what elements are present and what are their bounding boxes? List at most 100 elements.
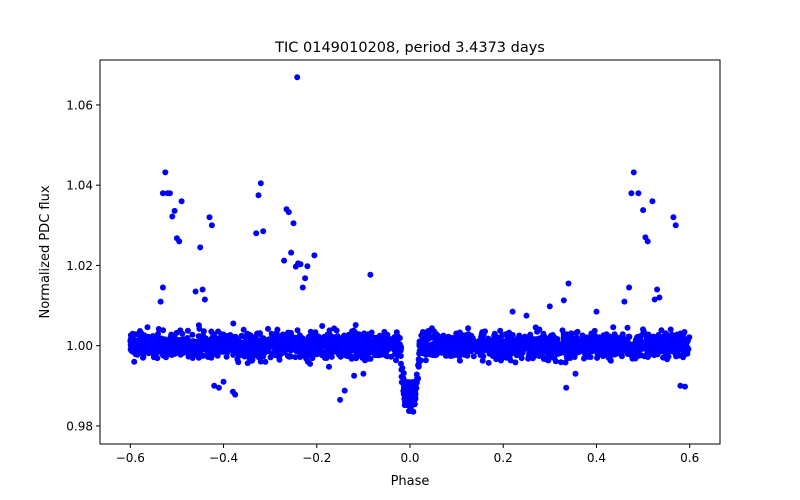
data-point [423,345,430,352]
data-point [299,284,306,291]
data-point [240,326,247,333]
data-point [199,286,206,293]
data-point [429,352,436,358]
data-point [210,345,217,352]
data-point [680,330,687,337]
data-point [455,340,462,347]
x-tick-label: 0.2 [494,451,513,465]
data-point [527,340,533,347]
data-point [456,357,463,364]
data-point [184,327,191,334]
data-point [232,333,239,340]
data-point [373,344,380,351]
data-point [509,308,516,315]
data-point [606,339,613,346]
data-point [141,332,148,339]
data-point [416,341,423,348]
data-point [169,345,176,352]
data-point [259,351,266,358]
x-tick-label: −0.6 [116,451,145,465]
data-point [127,346,134,353]
data-point [379,343,386,349]
data-point [644,238,651,245]
data-point [675,352,682,359]
data-point [206,214,213,221]
data-point [159,190,166,197]
data-point [461,351,468,358]
data-point [670,348,677,355]
data-point [595,340,601,346]
data-point [547,348,553,355]
data-point [299,343,305,350]
data-point [610,324,617,331]
data-point [669,331,675,338]
data-point [297,354,304,360]
data-point [572,370,579,377]
data-point [479,357,486,364]
data-point [467,342,474,349]
data-point [569,335,576,342]
data-point [682,383,688,390]
data-point [677,382,684,389]
data-point [196,341,203,348]
data-point [667,326,674,333]
data-point [336,341,343,348]
data-point [523,312,530,319]
data-point [535,336,542,342]
data-point [581,345,588,352]
data-point [390,343,397,350]
data-point [140,349,147,356]
data-point [169,213,176,220]
data-point [355,343,362,350]
data-point [288,249,295,256]
data-point [527,348,534,355]
data-point [350,327,357,334]
data-point [133,350,140,357]
data-point [507,357,514,364]
data-point [367,344,374,351]
data-point [297,261,304,268]
data-point [672,222,679,229]
data-point [281,349,288,356]
data-point [503,331,510,338]
data-point [431,341,438,347]
data-point [162,169,169,176]
data-point [328,353,335,360]
data-point [637,333,644,339]
data-point [255,192,262,199]
data-point [315,348,322,355]
data-point [196,325,203,332]
data-point [485,359,492,366]
data-point [321,341,328,348]
data-point [529,355,536,362]
data-point [341,387,348,394]
data-point [360,370,367,377]
data-point [562,359,569,366]
data-point [294,327,301,334]
data-point [307,360,314,367]
data-point [311,252,318,259]
data-point [651,296,658,303]
data-point [238,332,245,339]
data-point [232,391,239,398]
data-point [619,333,626,340]
data-point [475,338,482,345]
data-point [421,337,428,344]
y-tick-label: 1.00 [66,339,93,353]
data-point [131,358,138,365]
data-point [132,331,139,338]
data-point [230,320,237,327]
data-point [405,381,412,388]
data-point [367,271,374,278]
data-point [656,294,663,301]
data-point [141,338,148,345]
data-point [346,339,353,346]
data-point [218,334,225,341]
data-point [654,351,661,358]
data-point [684,344,691,351]
data-point [363,350,370,356]
data-point [303,339,310,346]
data-point [674,342,680,349]
data-point [565,355,572,361]
data-point [407,398,414,405]
